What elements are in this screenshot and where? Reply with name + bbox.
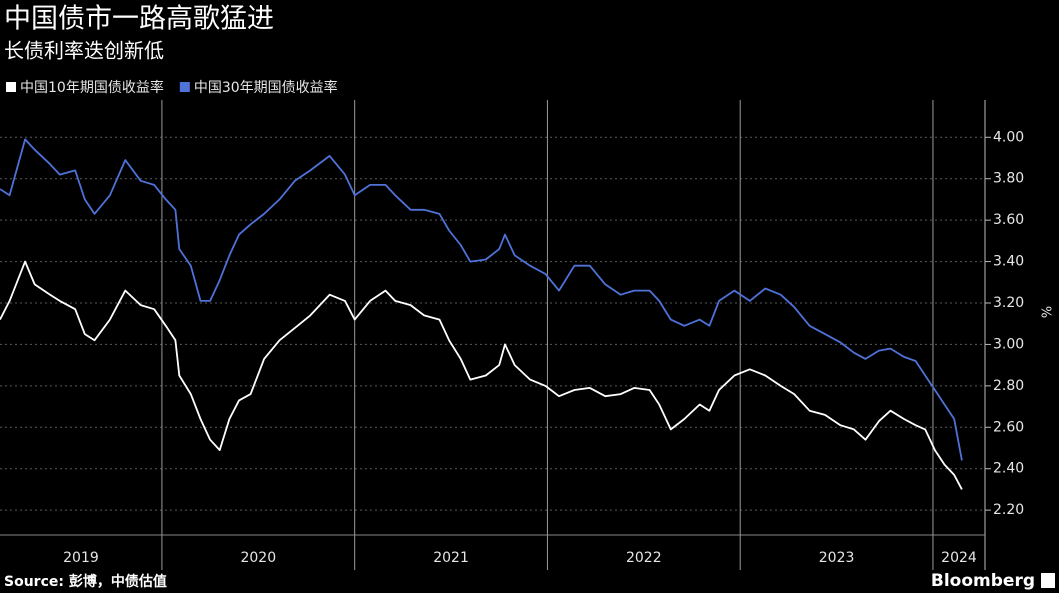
x-tick-label: 2020 <box>240 550 276 566</box>
x-tick-label: 2021 <box>433 550 469 566</box>
series-line <box>0 138 963 461</box>
legend-label: 中国10年期国债收益率 <box>20 79 164 96</box>
legend-label: 中国30年期国债收益率 <box>194 79 338 96</box>
source: Source: 彭博，中债估值 <box>4 573 167 590</box>
y-tick-label: 2.40 <box>993 461 1024 477</box>
y-tick-label: 2.80 <box>993 378 1024 394</box>
series-line <box>0 260 963 490</box>
legend-swatch <box>179 82 190 92</box>
chart-title: 中国债市一路高歌猛进 <box>4 4 274 35</box>
y-tick-label: 3.40 <box>993 254 1024 270</box>
y-unit: % <box>1038 306 1053 318</box>
y-tick-label: 2.20 <box>993 502 1024 518</box>
x-tick-label: 2019 <box>63 550 99 566</box>
y-tick-label: 3.20 <box>993 295 1024 311</box>
x-tick-label: 2024 <box>941 550 977 566</box>
y-tick-label: 2.60 <box>993 419 1024 435</box>
y-tick-label: 3.00 <box>993 336 1024 352</box>
x-tick-label: 2022 <box>626 550 662 566</box>
chart-subtitle: 长债利率迭创新低 <box>4 39 164 63</box>
y-tick-label: 4.00 <box>993 129 1024 145</box>
brand-icon <box>1041 573 1055 588</box>
x-tick-label: 2023 <box>819 550 855 566</box>
y-tick-label: 3.60 <box>993 212 1024 228</box>
legend-swatch <box>6 82 16 92</box>
y-tick-label: 3.80 <box>993 171 1024 187</box>
brand: Bloomberg <box>931 571 1035 591</box>
